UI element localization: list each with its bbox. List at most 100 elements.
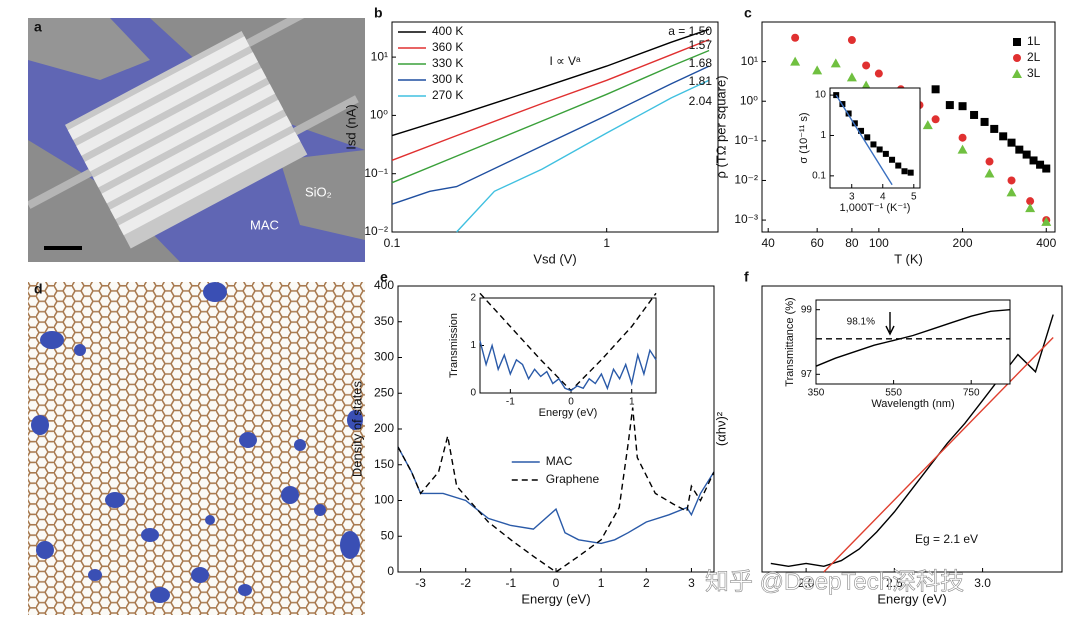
y-tick-label: 10⁰ bbox=[740, 93, 758, 107]
image-annotation: MAC bbox=[250, 217, 279, 232]
y-tick-label: 300 bbox=[374, 350, 394, 364]
panel-label: f bbox=[744, 269, 749, 285]
x-axis-label: Vsd (V) bbox=[533, 251, 576, 266]
arrow bbox=[885, 312, 895, 336]
series-line bbox=[391, 38, 710, 161]
y-tick-label: 250 bbox=[374, 385, 394, 399]
point bbox=[901, 168, 908, 175]
annotation: 1.57 bbox=[689, 38, 713, 52]
point bbox=[791, 33, 800, 42]
panel-label: e bbox=[380, 269, 388, 285]
point bbox=[851, 120, 858, 127]
x-tick-label: 1 bbox=[629, 397, 635, 408]
point bbox=[858, 127, 865, 134]
x-tick-label: 200 bbox=[953, 236, 973, 250]
point bbox=[1015, 145, 1024, 154]
point bbox=[876, 146, 883, 153]
point bbox=[847, 36, 856, 45]
x-tick-label: 3.0 bbox=[974, 576, 991, 590]
point bbox=[889, 156, 896, 163]
x-tick-label: 0 bbox=[553, 576, 560, 590]
legend-label: 360 K bbox=[432, 40, 463, 54]
y-tick-label: 2 bbox=[470, 293, 476, 304]
y-axis-label: Density of states bbox=[349, 380, 364, 477]
y-tick-label: 10 bbox=[815, 90, 827, 101]
x-tick-label: 40 bbox=[762, 236, 776, 250]
x-axis-label: 1,000T⁻¹ (K⁻¹) bbox=[840, 202, 911, 214]
x-tick-label: 80 bbox=[845, 236, 859, 250]
annotation: 1.68 bbox=[689, 56, 713, 70]
y-tick-label: 0 bbox=[470, 388, 476, 399]
legend-label: 3L bbox=[1027, 66, 1041, 80]
y-axis-label: (αhν)² bbox=[713, 411, 728, 446]
point bbox=[957, 144, 968, 154]
sem-image bbox=[28, 18, 365, 262]
x-tick-label: 0 bbox=[568, 397, 574, 408]
x-tick-label: 4 bbox=[880, 192, 886, 203]
image-annotation: SiO₂ bbox=[305, 184, 332, 199]
point bbox=[845, 110, 852, 117]
point bbox=[1006, 187, 1017, 197]
x-axis-label: Energy (eV) bbox=[539, 407, 598, 419]
point bbox=[990, 124, 999, 133]
y-tick-label: 1 bbox=[820, 130, 826, 141]
y-tick-label: 97 bbox=[801, 369, 813, 380]
y-tick-label: 150 bbox=[374, 457, 394, 471]
y-tick-label: 0 bbox=[387, 564, 394, 578]
panel-label: b bbox=[374, 5, 383, 21]
annotation: a = 1.50 bbox=[668, 24, 712, 38]
y-axis-label: σ (10⁻¹¹ s) bbox=[798, 112, 810, 163]
x-tick-label: -2 bbox=[460, 576, 471, 590]
x-tick-label: -1 bbox=[506, 576, 517, 590]
x-tick-label: 3 bbox=[688, 576, 695, 590]
plots: 0.1 1 10⁻² 10⁻¹ 10⁰ 10¹ Vsd (V) Isd (nA) b 400 K 3… bbox=[343, 5, 1063, 606]
y-axis-label: Transmission bbox=[448, 313, 460, 378]
series-line bbox=[456, 79, 710, 233]
annotation: I ∝ Vᵃ bbox=[549, 54, 581, 68]
legend-label: 1L bbox=[1027, 34, 1041, 48]
legend-label: Graphene bbox=[546, 472, 600, 486]
y-tick-label: 100 bbox=[374, 493, 394, 507]
x-axis-label: Energy (eV) bbox=[521, 591, 590, 606]
y-axis-label: Transmittance (%) bbox=[784, 297, 796, 386]
point bbox=[882, 150, 889, 157]
point bbox=[907, 169, 914, 176]
x-tick-label: 100 bbox=[869, 236, 889, 250]
y-tick-label: 50 bbox=[381, 528, 395, 542]
x-tick-label: 1 bbox=[598, 576, 605, 590]
legend-swatch bbox=[1013, 54, 1021, 62]
series-line bbox=[397, 446, 715, 545]
y-tick-label: 10⁻¹ bbox=[364, 166, 388, 180]
x-tick-label: 0.1 bbox=[384, 236, 401, 250]
plot-frame bbox=[479, 297, 657, 394]
legend-swatch bbox=[1012, 69, 1022, 78]
legend-label: 270 K bbox=[432, 88, 463, 102]
panel-label: d bbox=[34, 281, 43, 297]
y-tick-label: 10¹ bbox=[741, 54, 758, 68]
point bbox=[922, 120, 933, 130]
x-tick-label: 550 bbox=[885, 388, 902, 399]
panel-label: a bbox=[34, 19, 42, 35]
point bbox=[958, 102, 967, 111]
point bbox=[931, 115, 940, 124]
y-tick-label: 400 bbox=[374, 278, 394, 292]
x-tick-label: 350 bbox=[808, 388, 825, 399]
annotation: 98.1% bbox=[847, 317, 875, 328]
series-line bbox=[391, 28, 710, 137]
x-axis-label: T (K) bbox=[894, 251, 923, 266]
point bbox=[862, 61, 871, 70]
y-tick-label: 350 bbox=[374, 314, 394, 328]
point bbox=[864, 134, 871, 141]
x-tick-label: 1 bbox=[603, 236, 610, 250]
y-tick-label: 1 bbox=[470, 340, 476, 351]
legend-label: 2L bbox=[1027, 50, 1041, 64]
point bbox=[1007, 176, 1016, 185]
y-tick-label: 10⁻² bbox=[734, 173, 758, 187]
point bbox=[895, 162, 902, 169]
point bbox=[984, 168, 995, 178]
y-tick-label: 10¹ bbox=[371, 49, 388, 63]
series-line bbox=[815, 309, 1011, 367]
x-axis-label: Wavelength (nm) bbox=[871, 398, 954, 410]
point bbox=[812, 65, 823, 75]
x-tick-label: 750 bbox=[963, 388, 980, 399]
